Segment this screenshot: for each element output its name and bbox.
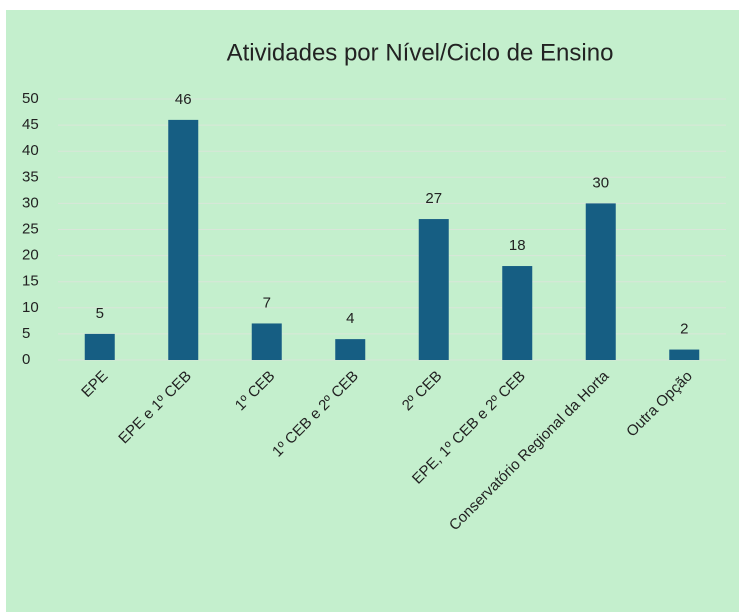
- bar: [585, 203, 616, 360]
- chart-background: [6, 10, 739, 612]
- data-label: 4: [346, 310, 354, 327]
- y-tick-label: 30: [22, 194, 39, 211]
- data-label: 46: [175, 91, 192, 108]
- data-label: 2: [680, 321, 688, 338]
- y-tick-label: 5: [22, 325, 30, 342]
- y-tick-label: 35: [22, 168, 39, 185]
- data-label: 18: [509, 237, 526, 254]
- y-tick-label: 40: [22, 142, 39, 159]
- y-tick-label: 0: [22, 351, 30, 368]
- y-tick-label: 50: [22, 90, 39, 107]
- y-tick-label: 25: [22, 220, 39, 237]
- bar: [669, 349, 700, 360]
- y-tick-label: 10: [22, 299, 39, 316]
- bar: [418, 219, 449, 360]
- bar: [168, 119, 199, 360]
- bar: [84, 333, 115, 360]
- data-label: 5: [96, 305, 104, 322]
- data-label: 30: [592, 174, 609, 191]
- data-label: 7: [263, 294, 271, 311]
- data-label: 27: [425, 190, 442, 207]
- bar: [502, 266, 533, 360]
- y-tick-label: 45: [22, 116, 39, 133]
- y-tick-label: 15: [22, 273, 39, 290]
- y-tick-label: 20: [22, 247, 39, 264]
- bar: [251, 323, 282, 360]
- chart-title: Atividades por Nível/Ciclo de Ensino: [227, 39, 614, 66]
- bar: [335, 339, 366, 360]
